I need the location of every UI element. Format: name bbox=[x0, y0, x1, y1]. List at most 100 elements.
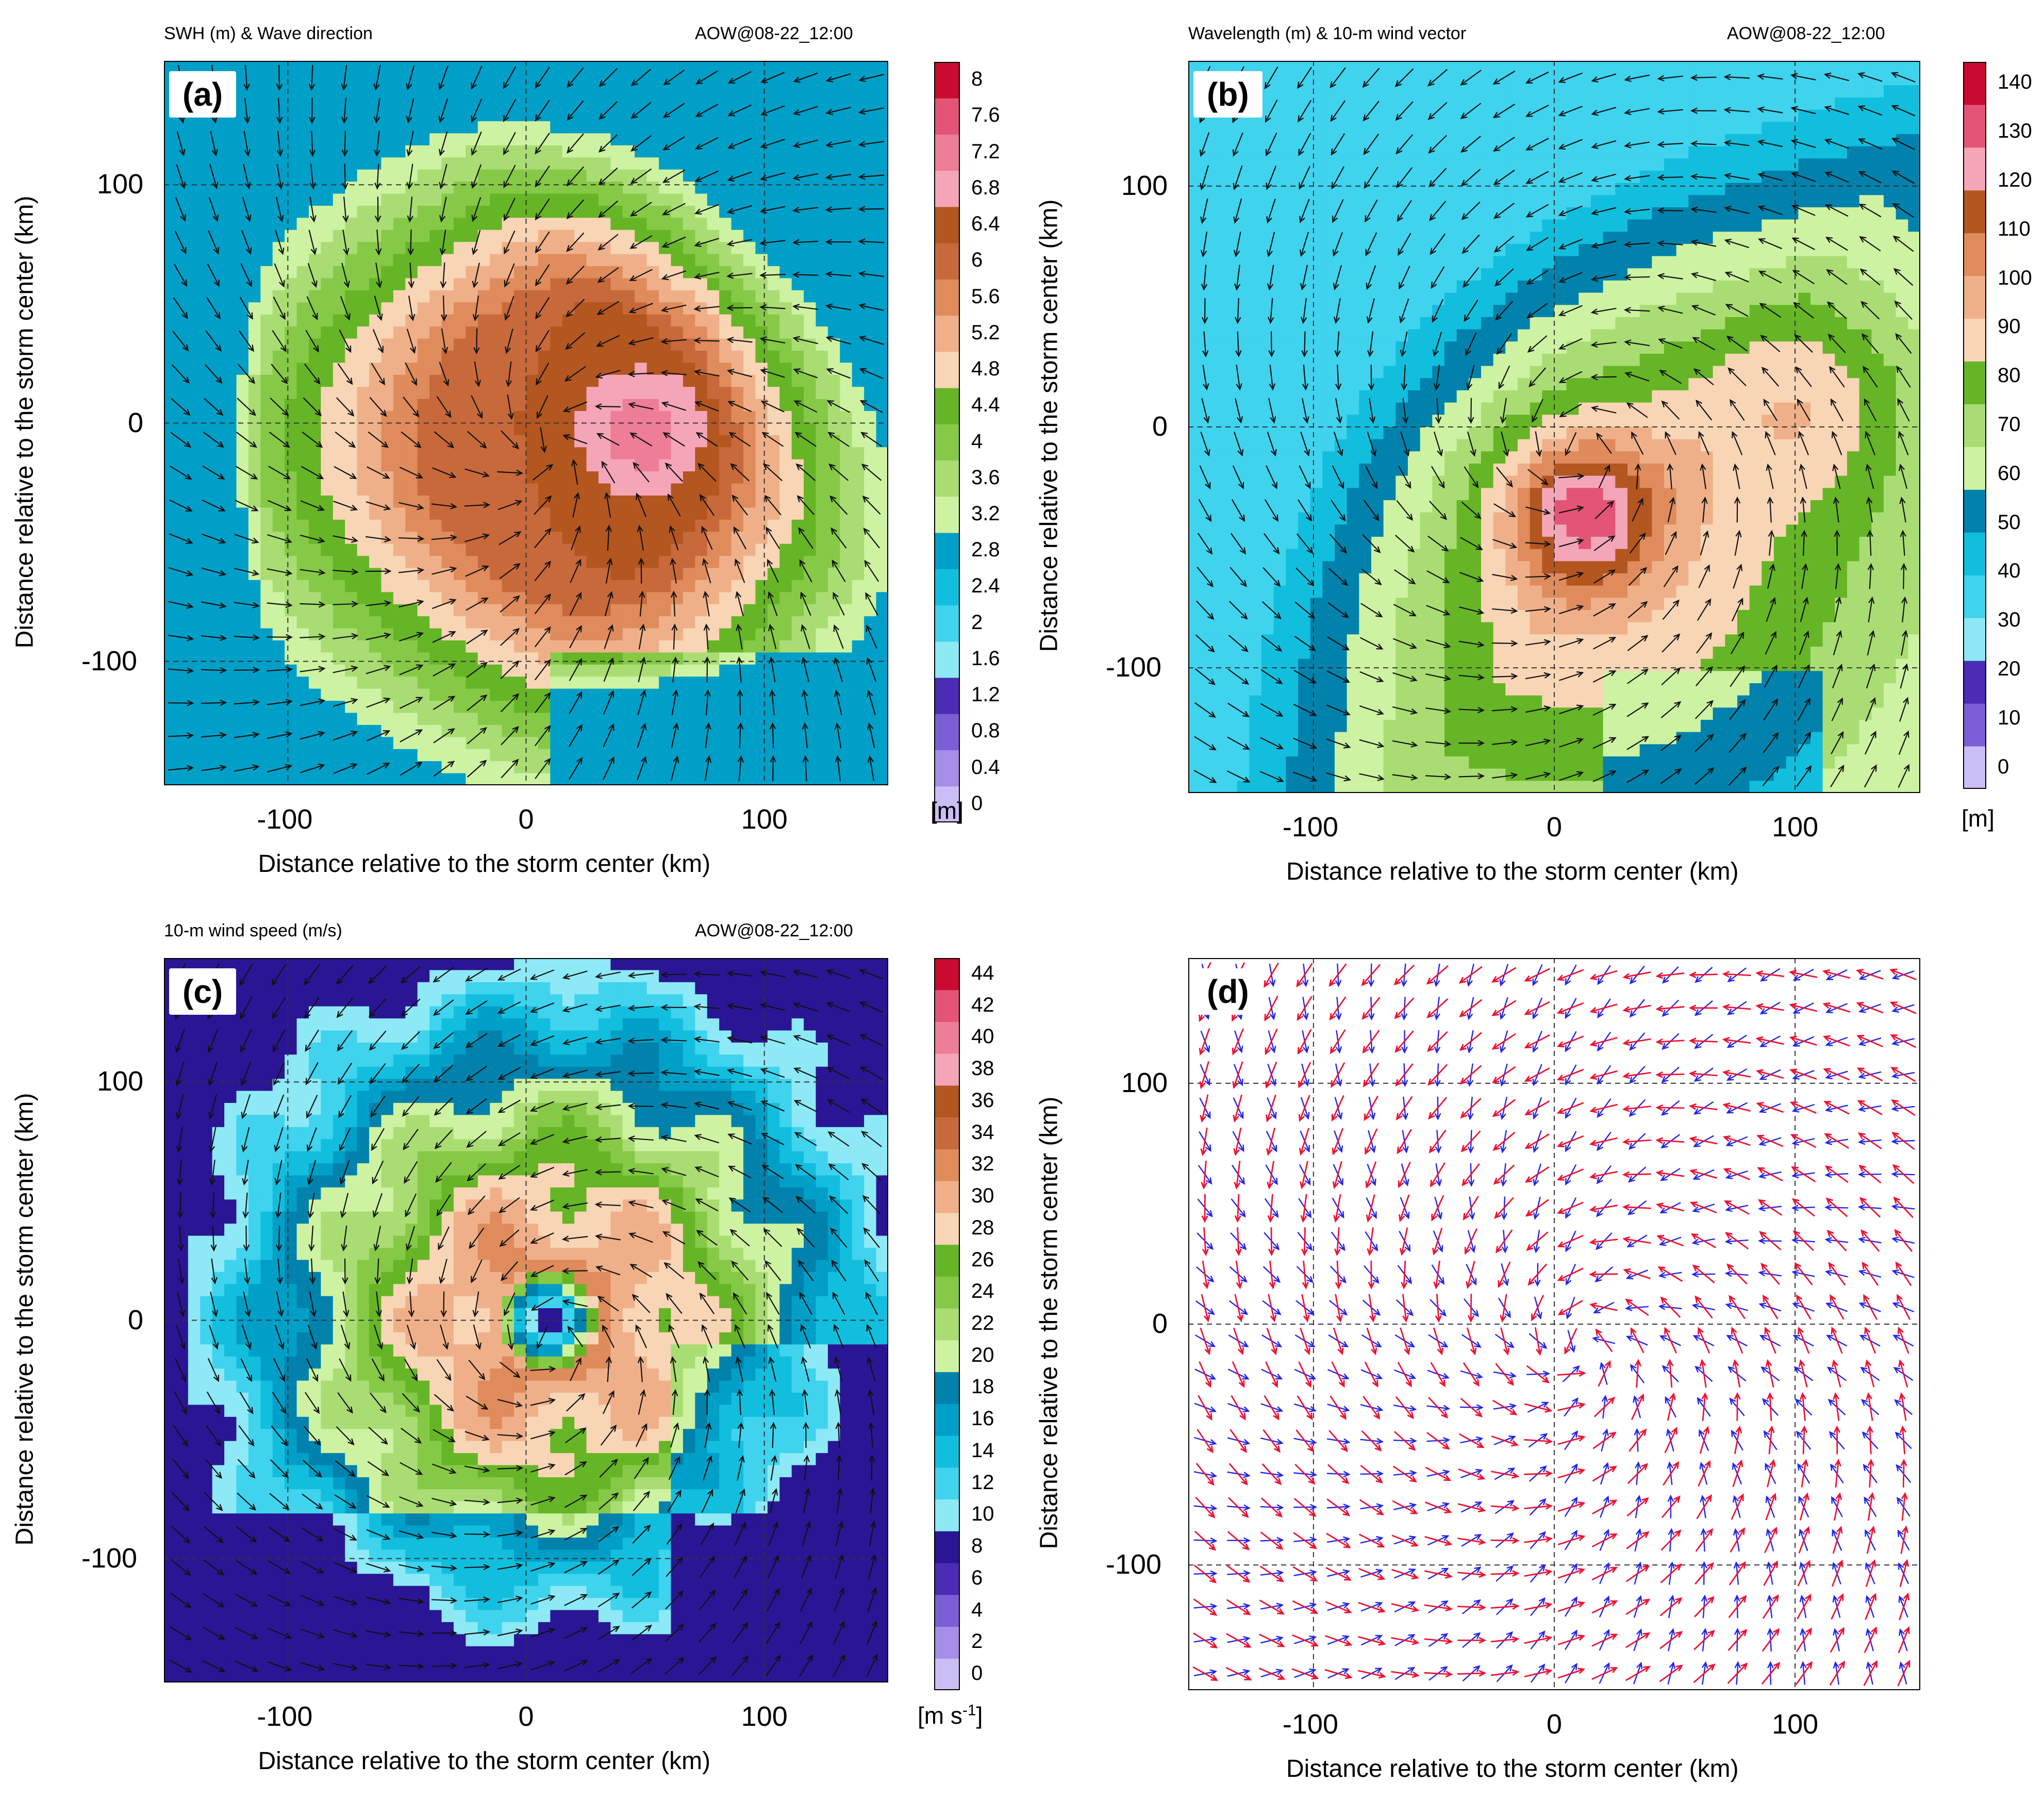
panel-3-ytick: 0 bbox=[1152, 1308, 1168, 1339]
panel-0-xtick: 0 bbox=[518, 804, 534, 835]
panel-2-title: 10-m wind speed (m/s) bbox=[164, 921, 342, 940]
panel-1-xtick: 0 bbox=[1547, 812, 1563, 843]
panel-1-colorbar-tick: 140 bbox=[1998, 71, 2032, 94]
panel-0-xtick: -100 bbox=[257, 804, 313, 835]
panel-2-colorbar-tick: 36 bbox=[971, 1088, 994, 1112]
panel-1-ytick: 0 bbox=[1152, 411, 1168, 442]
panel-0-ytick: -100 bbox=[81, 645, 138, 676]
panel-1-ytick: -100 bbox=[1106, 652, 1162, 683]
unit-text: [m] bbox=[930, 797, 963, 824]
panel-3-label: (d) bbox=[1193, 968, 1262, 1015]
panel-0-colorbar-tick: 7.6 bbox=[971, 104, 1000, 127]
panel-0-colorbar-tick: 2.8 bbox=[971, 538, 1000, 562]
panel-0-colorbar-tick: 6 bbox=[971, 249, 983, 272]
panel-3-ytick: 100 bbox=[1121, 1067, 1168, 1098]
panel-1-colorbar-tick: 10 bbox=[1998, 706, 2021, 729]
panel-1-colorbar-tick: 70 bbox=[1998, 413, 2021, 436]
panel-2-colorbar-tick: 30 bbox=[971, 1184, 994, 1208]
panel-0-colorbar-tick: 3.6 bbox=[971, 466, 1000, 489]
panel-1-colorbar-tick: 40 bbox=[1998, 559, 2021, 583]
panel-0-colorbar-tick: 3.2 bbox=[971, 502, 1000, 525]
panel-2-colorbar-tick: 16 bbox=[971, 1407, 994, 1430]
panel-0-colorbar-tick: 1.6 bbox=[971, 647, 1000, 670]
panel-2-colorbar-tick: 26 bbox=[971, 1248, 994, 1271]
panel-2-xtick: 100 bbox=[741, 1701, 788, 1732]
panel-2-colorbar bbox=[934, 958, 960, 1690]
panel-2-colorbar-tick: 42 bbox=[971, 993, 994, 1016]
panel-0-colorbar-tick: 5.2 bbox=[971, 321, 1000, 344]
panel-1-colorbar-tick: 100 bbox=[1998, 266, 2032, 289]
panel-1-colorbar-tick: 110 bbox=[1998, 217, 2031, 240]
panel-0-colorbar-tick: 0.4 bbox=[971, 755, 1000, 779]
panel-2-colorbar-tick: 20 bbox=[971, 1343, 994, 1366]
panel-2-colorbar-tick: 24 bbox=[971, 1280, 994, 1303]
panel-3-xtick: -100 bbox=[1282, 1709, 1338, 1740]
panel-0-colorbar-tick: 2.4 bbox=[971, 574, 1000, 598]
panel-1-colorbar-tick: 20 bbox=[1998, 657, 2021, 680]
panel-0-ytick: 0 bbox=[128, 407, 144, 438]
panel-3-ylabel: Distance relative to the storm center (k… bbox=[1035, 1096, 1063, 1549]
panel-0-colorbar-tick: 1.2 bbox=[971, 683, 1000, 706]
panel-2-xlabel: Distance relative to the storm center (k… bbox=[258, 1747, 711, 1775]
panel-3-xtick: 100 bbox=[1772, 1709, 1819, 1740]
panel-1-label: (b) bbox=[1193, 71, 1262, 118]
panel-0-ytick: 100 bbox=[97, 169, 144, 200]
panel-0-colorbar-tick: 6.4 bbox=[971, 212, 1000, 236]
panel-2-plot-area bbox=[164, 958, 888, 1682]
panel-2-colorbar-tick: 4 bbox=[971, 1598, 983, 1621]
panel-1-colorbar-unit: [m] bbox=[1962, 804, 1995, 832]
panel-1-colorbar-tick: 30 bbox=[1998, 608, 2021, 632]
panel-0-colorbar-tick: 8 bbox=[971, 68, 983, 91]
panel-2-ytick: -100 bbox=[81, 1542, 138, 1574]
panel-1-plot-area bbox=[1188, 61, 1920, 793]
panel-3-xlabel: Distance relative to the storm center (k… bbox=[1286, 1755, 1739, 1783]
panel-0-colorbar-tick: 5.6 bbox=[971, 285, 1000, 308]
panel-0-colorbar-tick: 7.2 bbox=[971, 140, 1000, 163]
panel-0-colorbar-unit: [m] bbox=[930, 797, 963, 824]
panel-0-colorbar-tick: 4.4 bbox=[971, 393, 1000, 417]
panel-2-colorbar-tick: 6 bbox=[971, 1566, 983, 1589]
panel-1-xlabel: Distance relative to the storm center (k… bbox=[1286, 858, 1739, 885]
panel-2-colorbar-tick: 22 bbox=[971, 1312, 994, 1334]
panel-1-timestamp: AOW@08-22_12:00 bbox=[1727, 24, 1885, 43]
panel-0-plot-area bbox=[164, 61, 888, 785]
panel-2-ylabel: Distance relative to the storm center (k… bbox=[11, 1093, 39, 1545]
panel-2-colorbar-tick: 10 bbox=[971, 1503, 994, 1526]
panel-1-colorbar-tick: 80 bbox=[1998, 364, 2021, 387]
panel-2-colorbar-tick: 2 bbox=[971, 1630, 983, 1653]
panel-0-colorbar bbox=[934, 62, 960, 822]
panel-2-colorbar-tick: 34 bbox=[971, 1120, 994, 1144]
panel-2-label: (c) bbox=[169, 968, 237, 1015]
unit-end: ] bbox=[976, 1702, 983, 1729]
panel-2-colorbar-unit: [m s-1] bbox=[918, 1702, 983, 1729]
panel-3-ytick: -100 bbox=[1106, 1549, 1162, 1580]
panel-1-colorbar-tick: 0 bbox=[1998, 755, 2009, 778]
panel-0-title: SWH (m) & Wave direction bbox=[164, 24, 373, 43]
panel-1-ytick: 100 bbox=[1121, 170, 1168, 201]
panel-2-xtick: 0 bbox=[518, 1701, 534, 1732]
panel-2-colorbar-tick: 44 bbox=[971, 961, 994, 984]
panel-2-xtick: -100 bbox=[257, 1701, 313, 1732]
panel-0-colorbar-tick: 4.8 bbox=[971, 357, 1000, 381]
panel-2-colorbar-tick: 28 bbox=[971, 1216, 994, 1239]
panel-0-colorbar-tick: 0.8 bbox=[971, 719, 1000, 742]
panel-1-colorbar-tick: 50 bbox=[1998, 510, 2021, 534]
panel-1-colorbar-tick: 90 bbox=[1998, 315, 2021, 338]
panel-1-title: Wavelength (m) & 10-m wind vector bbox=[1188, 24, 1467, 43]
panel-1-xtick: 100 bbox=[1772, 812, 1819, 843]
panel-2-colorbar-tick: 18 bbox=[971, 1375, 994, 1398]
panel-2-colorbar-tick: 8 bbox=[971, 1534, 983, 1558]
panel-2-colorbar-tick: 12 bbox=[971, 1471, 994, 1494]
panel-0-colorbar-tick: 2 bbox=[971, 610, 983, 634]
panel-1-colorbar-tick: 60 bbox=[1998, 461, 2021, 485]
panel-2-colorbar-tick: 0 bbox=[971, 1662, 983, 1685]
panel-1-colorbar bbox=[1963, 62, 1986, 789]
panel-2-colorbar-tick: 38 bbox=[971, 1057, 994, 1080]
unit-superscript: -1 bbox=[962, 1702, 976, 1719]
panel-0-colorbar-tick: 6.8 bbox=[971, 176, 1000, 199]
panel-0-colorbar-tick: 0 bbox=[971, 791, 983, 815]
panel-1-colorbar-tick: 130 bbox=[1998, 120, 2032, 143]
panel-0-xtick: 100 bbox=[741, 804, 788, 835]
panel-2-timestamp: AOW@08-22_12:00 bbox=[695, 921, 853, 940]
